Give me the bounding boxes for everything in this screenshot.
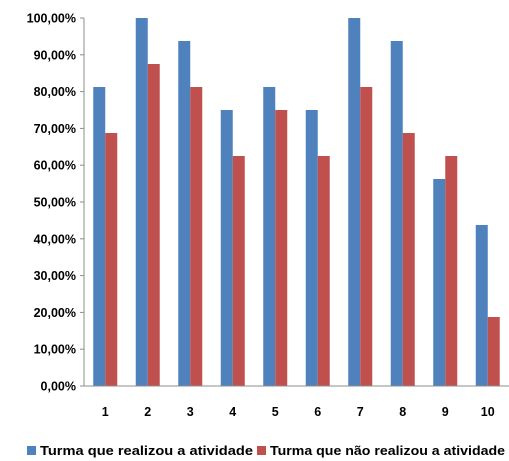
legend-label-series-2: Turma que não realizou a atividade: [270, 444, 505, 458]
x-tick-label: 3: [187, 405, 194, 419]
bar-series-2-cat-5: [275, 110, 288, 386]
y-tick-label: 0,00%: [41, 380, 76, 394]
y-tick-label: 50,00%: [34, 196, 76, 210]
x-tick-label: 9: [442, 405, 449, 419]
y-tick-marks: [80, 17, 84, 387]
x-tick-label: 10: [481, 405, 495, 419]
bar-series-2-cat-1: [105, 133, 118, 386]
x-tick-label: 7: [357, 405, 364, 419]
bar-series-1-cat-4: [220, 110, 233, 386]
x-tick-label: 4: [229, 405, 236, 419]
x-tick-label: 5: [272, 405, 279, 419]
x-tick-label: 2: [144, 405, 151, 419]
y-tick-label: 80,00%: [34, 85, 76, 99]
legend: Turma que realizou a atividade Turma que…: [27, 444, 505, 458]
bar-series-2-cat-4: [232, 156, 245, 386]
y-tick-label: 30,00%: [34, 269, 76, 283]
y-tick-label: 60,00%: [34, 159, 76, 173]
bar-series-2-cat-8: [402, 133, 415, 386]
y-tick-label: 70,00%: [34, 122, 76, 136]
bar-series-1-cat-3: [178, 41, 191, 386]
bar-series-1-cat-10: [475, 225, 488, 386]
legend-swatch-series-2: [257, 446, 266, 455]
y-tick-label: 90,00%: [34, 48, 76, 62]
bar-series-2-cat-9: [445, 156, 458, 386]
bar-series-1-cat-1: [93, 87, 106, 386]
bar-series-1-cat-7: [348, 18, 361, 386]
y-tick-label: 20,00%: [34, 306, 76, 320]
x-tick-label: 8: [399, 405, 406, 419]
bar-series-1-cat-6: [305, 110, 318, 386]
y-tick-labels: 0,00% 10,00% 20,00% 30,00% 40,00% 50,00% 60,00…: [27, 12, 76, 394]
bar-series-1-cat-8: [390, 41, 403, 386]
bar-series-2-cat-10: [487, 317, 500, 386]
legend-label-series-1: Turma que realizou a atividade: [40, 444, 253, 458]
y-tick-label: 100,00%: [27, 12, 76, 26]
y-tick-label: 10,00%: [34, 343, 76, 357]
bar-series-1-cat-5: [263, 87, 276, 386]
bars-layer: [93, 18, 500, 386]
bar-series-2-cat-6: [317, 156, 330, 386]
legend-swatch-series-1: [27, 446, 36, 455]
bar-series-1-cat-2: [135, 18, 148, 386]
bar-series-2-cat-3: [190, 87, 203, 386]
x-tick-label: 1: [102, 405, 109, 419]
bar-series-2-cat-7: [360, 87, 373, 386]
x-tick-labels: 1 2 3 4 5 6 7 8 9 10: [102, 405, 495, 419]
bar-series-1-cat-9: [433, 179, 446, 386]
bar-series-2-cat-2: [147, 64, 160, 386]
y-tick-label: 40,00%: [34, 232, 76, 246]
x-tick-label: 6: [314, 405, 321, 419]
